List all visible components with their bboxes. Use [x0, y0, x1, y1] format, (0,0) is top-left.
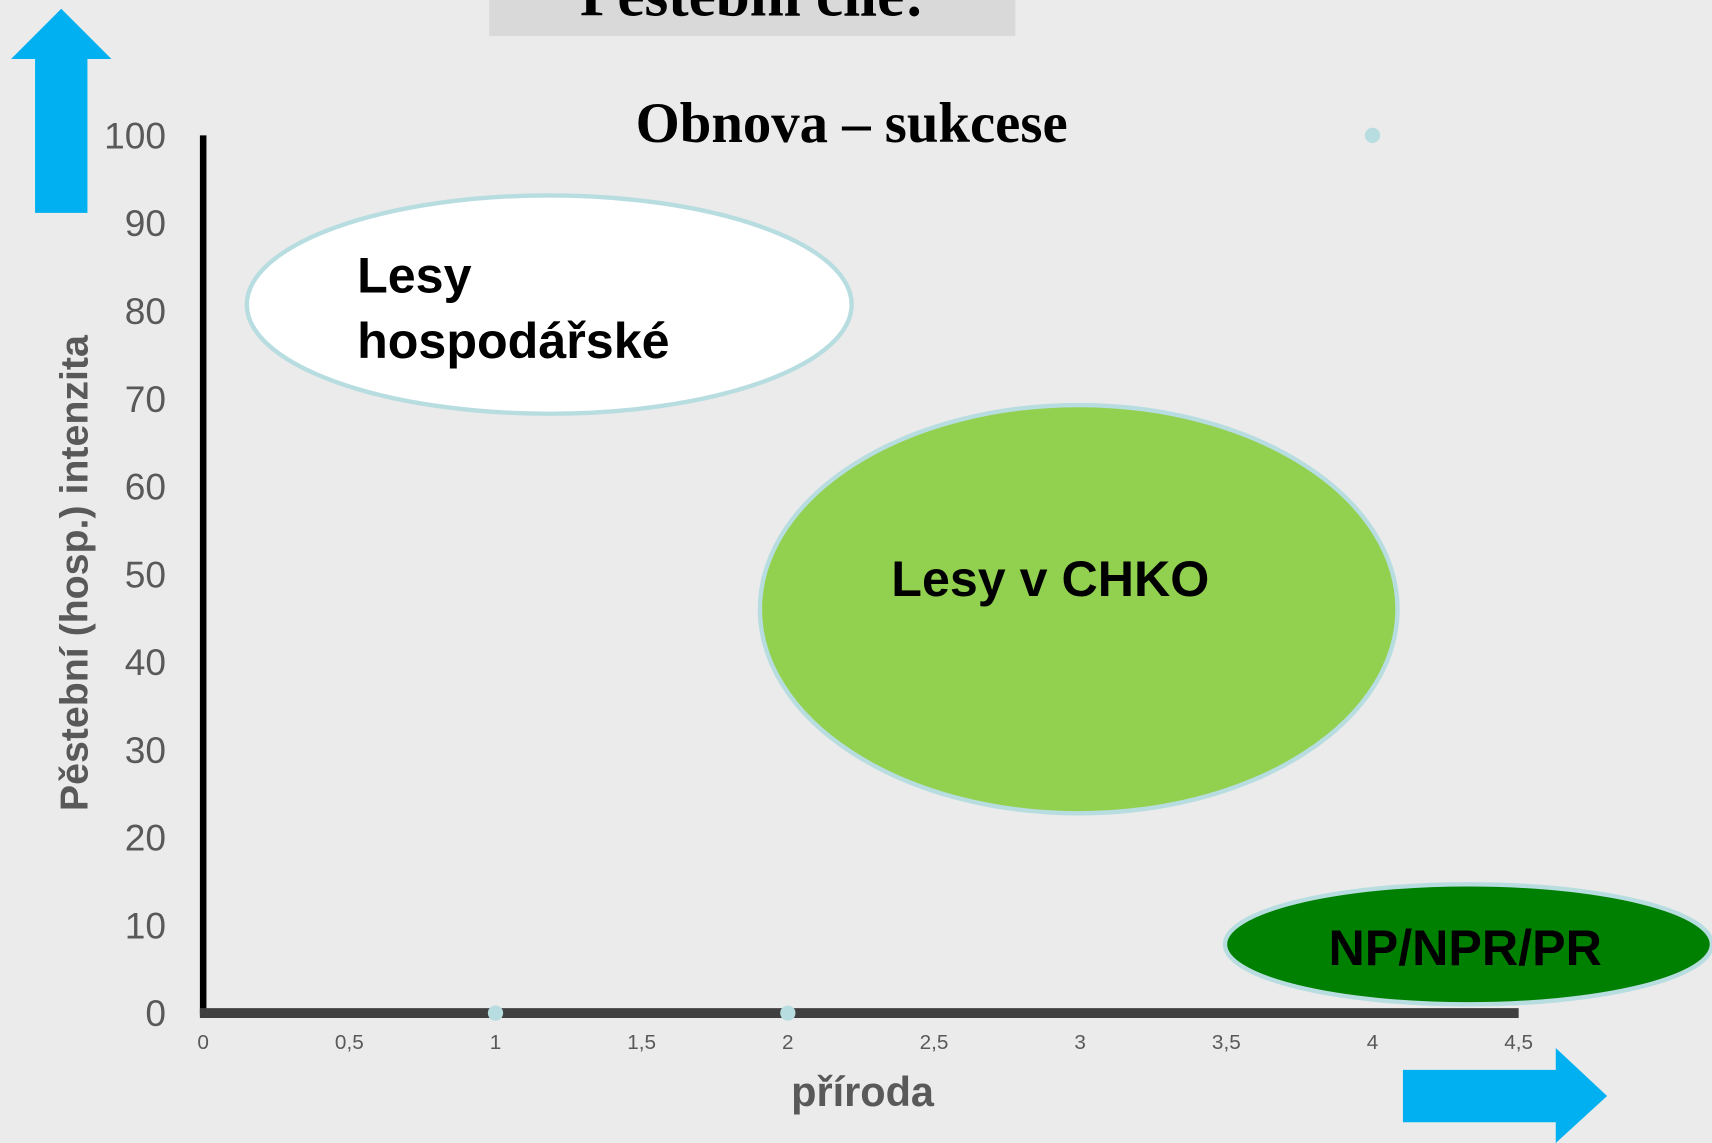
point [487, 1005, 504, 1021]
annotation: Lesy v CHKO [891, 551, 1209, 607]
y-tick-label: 20 [125, 817, 166, 859]
x-tick-label: 4,5 [1504, 1031, 1533, 1054]
x-tick-label: 4 [1367, 1031, 1379, 1054]
y-tick-label: 80 [125, 290, 166, 332]
x-tick-label: 2 [782, 1031, 794, 1054]
ellipse-chko [757, 402, 1400, 816]
right-arrow [1402, 1048, 1608, 1143]
x-tick-label: 1 [490, 1031, 502, 1054]
y-tick-label: 10 [125, 904, 166, 946]
x-tick-label: 0,5 [335, 1031, 364, 1054]
point [1364, 127, 1381, 144]
y-axis-label: Pěstební (hosp.) intenzita [52, 334, 96, 811]
annotation: hospodářské [357, 313, 669, 369]
x-axis-label: příroda [791, 1068, 935, 1115]
y-tick-label: 70 [125, 378, 166, 420]
x-tick-label: 1,5 [627, 1031, 656, 1054]
point [780, 1005, 796, 1021]
y-tick-label: 0 [145, 992, 166, 1034]
y-tick-label: 60 [125, 466, 166, 508]
title-box [489, 0, 1016, 37]
annotation: NP/NPR/PR [1328, 920, 1601, 976]
chart-title: Pěstební cíle: [580, 0, 925, 29]
x-tick-label: 0 [197, 1031, 209, 1054]
y-tick-label: 100 [104, 114, 166, 156]
x-tick-label: 3,5 [1212, 1031, 1241, 1054]
y-tick-label: 90 [125, 202, 166, 244]
x-tick-label: 3 [1074, 1031, 1086, 1054]
x-tick-label: 2,5 [920, 1031, 949, 1054]
marks [487, 127, 1381, 1021]
up-arrow [11, 8, 112, 213]
chart-subtitle: Obnova – sukcese [636, 92, 1068, 155]
annotation: Lesy [357, 248, 472, 304]
ticks: 0 10 20 30 40 50 60 70 80 90 100 0 0,5 1 1,5 2 2,5 3 3,5 4 4… [104, 114, 1533, 1054]
y-tick-label: 30 [125, 729, 166, 771]
ellipse-hospodarske [244, 193, 854, 416]
y-tick-label: 50 [125, 553, 166, 595]
y-tick-label: 40 [125, 641, 166, 683]
